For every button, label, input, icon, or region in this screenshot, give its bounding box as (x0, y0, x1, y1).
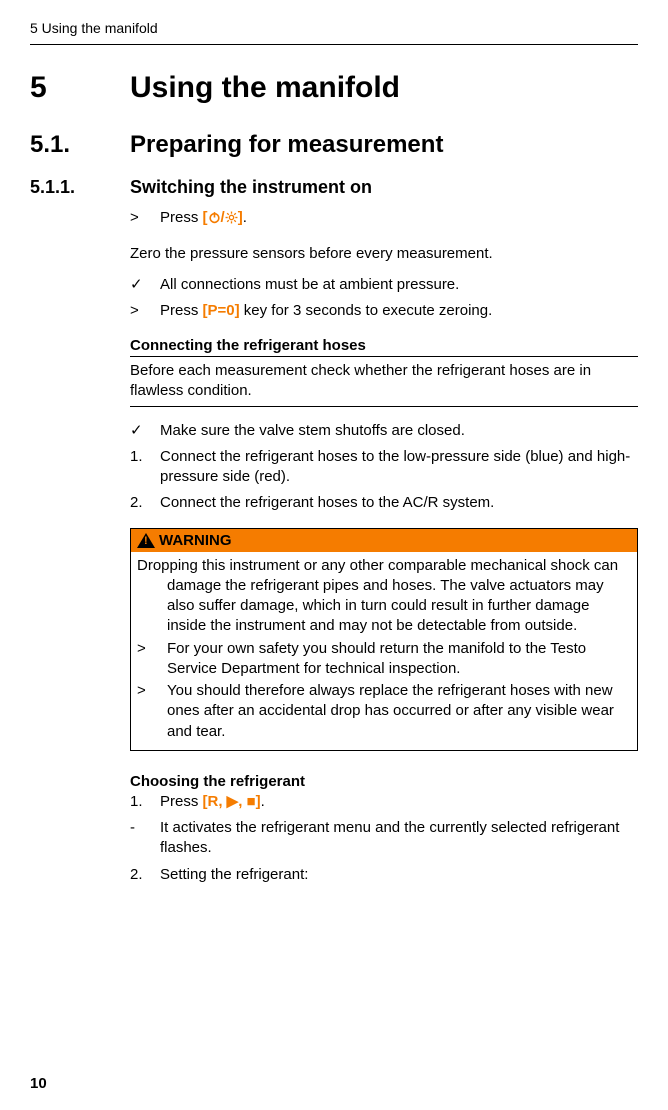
zero-press: > Press [P=0] key for 3 seconds to execu… (130, 301, 638, 321)
step-text: Press [/]. (160, 208, 638, 228)
text: Connect the refrigerant hoses to the low… (160, 447, 638, 488)
heading-1-title: Using the manifold (130, 71, 400, 105)
step-text: Press [R, ▶, ■]. (160, 792, 638, 812)
list-marker: ✓ (130, 421, 160, 441)
hoses-note-box: Before each measurement check whether th… (130, 356, 638, 407)
warning-box: WARNING Dropping this instrument or any … (130, 528, 638, 751)
heading-2-title: Preparing for measurement (130, 131, 443, 159)
list-marker: > (137, 681, 167, 742)
refrig-step-1: 1. Press [R, ▶, ■]. (130, 792, 638, 812)
refrig-step-2: 2. Setting the refrigerant: (130, 865, 638, 885)
key-label: [/] (203, 209, 243, 226)
text: Make sure the valve stem shutoffs are cl… (160, 421, 638, 441)
zero-intro: Zero the pressure sensors before every m… (130, 244, 638, 264)
list-marker: 1. (130, 792, 160, 812)
text: You should therefore always replace the … (167, 681, 631, 742)
heading-3-title: Switching the instrument on (130, 177, 372, 198)
hoses-heading: Connecting the refrigerant hoses (130, 337, 638, 354)
list-marker: 2. (130, 865, 160, 885)
step-text: Press [P=0] key for 3 seconds to execute… (160, 301, 638, 321)
list-marker: - (130, 818, 160, 859)
heading-3: 5.1.1. Switching the instrument on (30, 177, 638, 198)
refrig-heading: Choosing the refrigerant (130, 773, 638, 790)
text: . (243, 209, 247, 226)
warning-item: > For your own safety you should return … (137, 639, 631, 680)
text: Press (160, 209, 203, 226)
key-label: [R, ▶, ■] (203, 793, 261, 810)
list-marker: > (130, 208, 160, 228)
list-marker: > (137, 639, 167, 680)
text: Press (160, 793, 203, 810)
power-icon (208, 211, 221, 224)
text: For your own safety you should return th… (167, 639, 631, 680)
warning-body: Dropping this instrument or any other co… (131, 552, 637, 750)
hoses-step-1: 1. Connect the refrigerant hoses to the … (130, 447, 638, 488)
warning-label: WARNING (159, 532, 232, 549)
warning-header: WARNING (131, 529, 637, 552)
heading-1-number: 5 (30, 71, 130, 105)
key-label: [P=0] (203, 302, 240, 319)
refrig-dash: - It activates the refrigerant menu and … (130, 818, 638, 859)
list-marker: > (130, 301, 160, 321)
page-number: 10 (30, 1075, 47, 1092)
warning-paragraph: Dropping this instrument or any other co… (137, 556, 631, 637)
heading-1: 5 Using the manifold (30, 71, 638, 105)
list-marker: 2. (130, 493, 160, 513)
warning-item: > You should therefore always replace th… (137, 681, 631, 742)
list-marker: ✓ (130, 275, 160, 295)
running-header: 5 Using the manifold (30, 20, 638, 45)
text: Connect the refrigerant hoses to the AC/… (160, 493, 638, 513)
step-press-power: > Press [/]. (130, 208, 638, 228)
zero-check: ✓ All connections must be at ambient pre… (130, 275, 638, 295)
light-icon (225, 211, 238, 224)
warning-icon (137, 533, 155, 548)
text: Press (160, 302, 203, 319)
text: Setting the refrigerant: (160, 865, 638, 885)
content-block: > Press [/]. Zero the pressure sensors b… (130, 208, 638, 885)
text: key for 3 seconds to execute zeroing. (240, 302, 493, 319)
text: All connections must be at ambient press… (160, 275, 638, 295)
heading-2-number: 5.1. (30, 131, 130, 159)
hoses-check: ✓ Make sure the valve stem shutoffs are … (130, 421, 638, 441)
list-marker: 1. (130, 447, 160, 488)
heading-2: 5.1. Preparing for measurement (30, 131, 638, 159)
hoses-step-2: 2. Connect the refrigerant hoses to the … (130, 493, 638, 513)
heading-3-number: 5.1.1. (30, 177, 130, 198)
text: It activates the refrigerant menu and th… (160, 818, 638, 859)
text: . (261, 793, 265, 810)
